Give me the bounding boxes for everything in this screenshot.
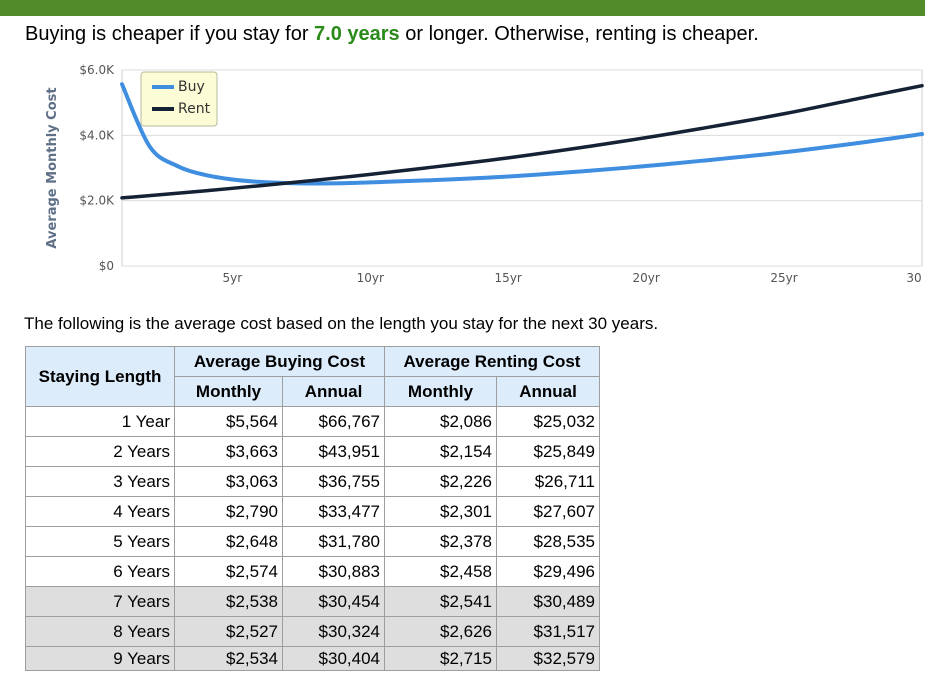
cell-cost-value: $33,477: [282, 496, 385, 527]
cell-cost-value: $25,032: [496, 406, 600, 437]
section-header-bar: [0, 0, 925, 16]
col-group-renting: Average Renting Cost: [384, 346, 600, 377]
x-tick-label: 25yr: [770, 271, 797, 285]
table-row: 2 Years $3,663 $43,951 $2,154 $25,849: [25, 436, 600, 467]
cell-cost-value: $26,711: [496, 466, 600, 497]
table-intro-text: The following is the average cost based …: [24, 314, 659, 333]
cell-staying-length: 8 Years: [25, 616, 175, 647]
col-group-buying: Average Buying Cost: [174, 346, 385, 377]
y-tick-label: $6.0K: [79, 63, 115, 77]
cell-cost-value: $28,535: [496, 526, 600, 557]
cell-cost-value: $2,086: [384, 406, 497, 437]
table-row: 6 Years $2,574 $30,883 $2,458 $29,496: [25, 556, 600, 587]
cell-staying-length: 7 Years: [25, 586, 175, 617]
legend-label-buy: Buy: [178, 79, 205, 95]
cell-cost-value: $32,579: [496, 646, 600, 671]
series-line-buy: [120, 82, 924, 186]
col-buy-monthly: Monthly: [174, 376, 283, 407]
cell-staying-length: 5 Years: [25, 526, 175, 557]
y-axis-title: Average Monthly Cost: [45, 87, 60, 248]
cell-staying-length: 4 Years: [25, 496, 175, 527]
breakeven-years: 7.0 years: [314, 23, 400, 45]
col-rent-annual: Annual: [496, 376, 600, 407]
cell-cost-value: $3,663: [174, 436, 283, 467]
cell-cost-value: $30,489: [496, 586, 600, 617]
cell-cost-value: $2,648: [174, 526, 283, 557]
table-row: 1 Year $5,564 $66,767 $2,086 $25,032: [25, 406, 600, 437]
cell-cost-value: $36,755: [282, 466, 385, 497]
cell-staying-length: 1 Year: [25, 406, 175, 437]
cell-cost-value: $43,951: [282, 436, 385, 467]
cell-cost-value: $5,564: [174, 406, 283, 437]
table-row: 8 Years $2,527 $30,324 $2,626 $31,517: [25, 616, 600, 647]
table-row: 7 Years $2,538 $30,454 $2,541 $30,489: [25, 586, 600, 617]
cell-cost-value: $2,538: [174, 586, 283, 617]
legend-label-rent: Rent: [178, 101, 211, 117]
cell-cost-value: $25,849: [496, 436, 600, 467]
result-summary: Buying is cheaper if you stay for 7.0 ye…: [25, 20, 759, 48]
x-tick-label: 5yr: [223, 271, 243, 285]
cell-cost-value: $2,574: [174, 556, 283, 587]
col-buy-annual: Annual: [282, 376, 385, 407]
table-row: 5 Years $2,648 $31,780 $2,378 $28,535: [25, 526, 600, 557]
cell-cost-value: $30,324: [282, 616, 385, 647]
col-rent-monthly: Monthly: [384, 376, 497, 407]
cost-table: Staying Length Average Buying Cost Avera…: [25, 346, 600, 671]
summary-text-after: or longer. Otherwise, renting is cheaper…: [399, 23, 759, 45]
x-tick-label: 30: [906, 271, 921, 285]
cell-cost-value: $31,780: [282, 526, 385, 557]
cell-cost-value: $30,883: [282, 556, 385, 587]
cell-cost-value: $2,527: [174, 616, 283, 647]
cell-cost-value: $2,154: [384, 436, 497, 467]
table-row: 9 Years $2,534 $30,404 $2,715 $32,579: [25, 646, 600, 671]
y-tick-label: $0: [99, 259, 114, 273]
table-row: 4 Years $2,790 $33,477 $2,301 $27,607: [25, 496, 600, 527]
cell-cost-value: $2,790: [174, 496, 283, 527]
cell-staying-length: 6 Years: [25, 556, 175, 587]
cell-cost-value: $30,454: [282, 586, 385, 617]
summary-text-before: Buying is cheaper if you stay for: [25, 23, 315, 45]
cell-staying-length: 2 Years: [25, 436, 175, 467]
x-tick-label: 10yr: [357, 271, 384, 285]
table-row: 3 Years $3,063 $36,755 $2,226 $26,711: [25, 466, 600, 497]
x-tick-label: 20yr: [632, 271, 659, 285]
cost-line-chart: $0 $2.0K $4.0K $6.0K 5yr 10yr 15yr 20yr 25yr 30 Av…: [45, 63, 924, 285]
cell-cost-value: $2,378: [384, 526, 497, 557]
cell-cost-value: $2,534: [174, 646, 283, 671]
cell-staying-length: 9 Years: [25, 646, 175, 671]
cell-cost-value: $27,607: [496, 496, 600, 527]
y-tick-label: $4.0K: [79, 128, 115, 142]
cell-cost-value: $31,517: [496, 616, 600, 647]
cell-cost-value: $29,496: [496, 556, 600, 587]
col-staying-length: Staying Length: [25, 346, 175, 407]
cell-cost-value: $2,301: [384, 496, 497, 527]
cell-cost-value: $2,626: [384, 616, 497, 647]
y-tick-label: $2.0K: [79, 194, 115, 208]
cell-cost-value: $2,541: [384, 586, 497, 617]
cell-cost-value: $3,063: [174, 466, 283, 497]
cell-cost-value: $30,404: [282, 646, 385, 671]
cell-cost-value: $2,226: [384, 466, 497, 497]
plot-area: [121, 69, 923, 267]
cell-cost-value: $66,767: [282, 406, 385, 437]
series-line-rent: [120, 83, 924, 200]
cell-cost-value: $2,458: [384, 556, 497, 587]
x-tick-label: 15yr: [495, 271, 522, 285]
cell-staying-length: 3 Years: [25, 466, 175, 497]
cell-cost-value: $2,715: [384, 646, 497, 671]
